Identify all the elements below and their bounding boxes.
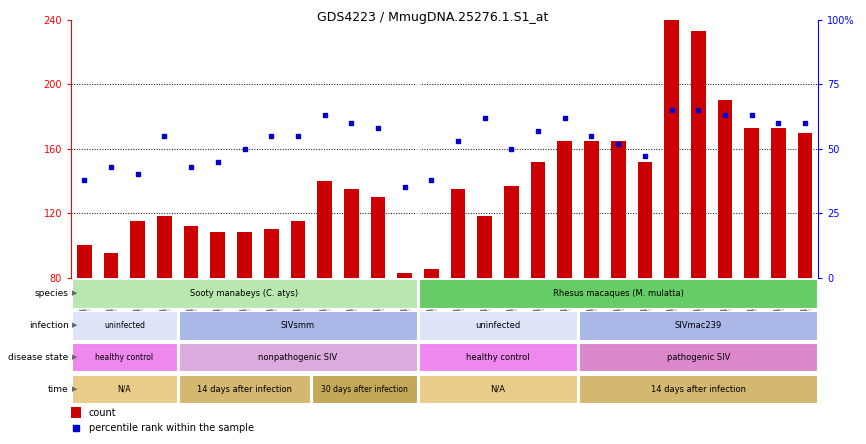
Text: ▶: ▶ bbox=[72, 322, 77, 329]
Text: SIVsmm: SIVsmm bbox=[281, 321, 315, 330]
FancyBboxPatch shape bbox=[419, 311, 577, 340]
Bar bbox=[184, 226, 198, 278]
Bar bbox=[317, 181, 332, 278]
Text: pathogenic SIV: pathogenic SIV bbox=[667, 353, 730, 362]
Bar bbox=[691, 31, 706, 277]
Text: infection: infection bbox=[29, 321, 68, 330]
FancyBboxPatch shape bbox=[579, 343, 818, 372]
Bar bbox=[104, 254, 119, 278]
Bar bbox=[157, 216, 171, 278]
FancyBboxPatch shape bbox=[313, 375, 417, 404]
Text: percentile rank within the sample: percentile rank within the sample bbox=[88, 423, 254, 433]
Text: N/A: N/A bbox=[490, 385, 506, 394]
Bar bbox=[77, 245, 92, 278]
Text: 30 days after infection: 30 days after infection bbox=[321, 385, 408, 394]
Text: GDS4223 / MmugDNA.25276.1.S1_at: GDS4223 / MmugDNA.25276.1.S1_at bbox=[317, 11, 549, 24]
Text: ▶: ▶ bbox=[72, 386, 77, 392]
Bar bbox=[637, 162, 652, 278]
FancyBboxPatch shape bbox=[419, 375, 577, 404]
Text: SIVmac239: SIVmac239 bbox=[675, 321, 722, 330]
FancyBboxPatch shape bbox=[72, 343, 177, 372]
FancyBboxPatch shape bbox=[419, 343, 577, 372]
Bar bbox=[611, 141, 625, 278]
Bar bbox=[585, 141, 598, 278]
Text: healthy control: healthy control bbox=[95, 353, 153, 362]
Bar bbox=[264, 229, 279, 278]
Bar bbox=[210, 233, 225, 278]
FancyBboxPatch shape bbox=[179, 375, 310, 404]
Bar bbox=[798, 133, 812, 278]
FancyBboxPatch shape bbox=[72, 279, 417, 308]
Bar bbox=[424, 270, 439, 278]
Text: uninfected: uninfected bbox=[475, 321, 520, 330]
Bar bbox=[131, 221, 145, 278]
Bar bbox=[771, 128, 785, 278]
FancyBboxPatch shape bbox=[419, 279, 818, 308]
FancyBboxPatch shape bbox=[179, 343, 417, 372]
Text: nonpathogenic SIV: nonpathogenic SIV bbox=[258, 353, 338, 362]
Text: count: count bbox=[88, 408, 116, 418]
Text: Sooty manabeys (C. atys): Sooty manabeys (C. atys) bbox=[191, 289, 299, 298]
Bar bbox=[558, 141, 572, 278]
Text: disease state: disease state bbox=[8, 353, 68, 362]
Bar bbox=[450, 189, 465, 278]
Text: ▶: ▶ bbox=[72, 354, 77, 361]
Bar bbox=[664, 17, 679, 278]
Text: time: time bbox=[48, 385, 68, 394]
Bar bbox=[718, 100, 733, 278]
Text: uninfected: uninfected bbox=[104, 321, 145, 330]
Text: healthy control: healthy control bbox=[466, 353, 530, 362]
Bar bbox=[237, 233, 252, 278]
Bar bbox=[397, 273, 412, 278]
Text: 14 days after infection: 14 days after infection bbox=[650, 385, 746, 394]
FancyBboxPatch shape bbox=[579, 311, 818, 340]
Bar bbox=[744, 128, 759, 278]
Bar bbox=[504, 186, 519, 278]
Bar bbox=[291, 221, 305, 278]
FancyBboxPatch shape bbox=[72, 375, 177, 404]
Text: N/A: N/A bbox=[118, 385, 132, 394]
FancyBboxPatch shape bbox=[72, 311, 177, 340]
Bar bbox=[477, 216, 492, 278]
Bar bbox=[531, 162, 546, 278]
Bar bbox=[371, 197, 385, 278]
Text: species: species bbox=[35, 289, 68, 298]
Bar bbox=[71, 408, 81, 418]
Text: ▶: ▶ bbox=[72, 290, 77, 297]
Text: 14 days after infection: 14 days after infection bbox=[197, 385, 292, 394]
FancyBboxPatch shape bbox=[179, 311, 417, 340]
Bar bbox=[344, 189, 359, 278]
FancyBboxPatch shape bbox=[579, 375, 818, 404]
Text: Rhesus macaques (M. mulatta): Rhesus macaques (M. mulatta) bbox=[553, 289, 683, 298]
